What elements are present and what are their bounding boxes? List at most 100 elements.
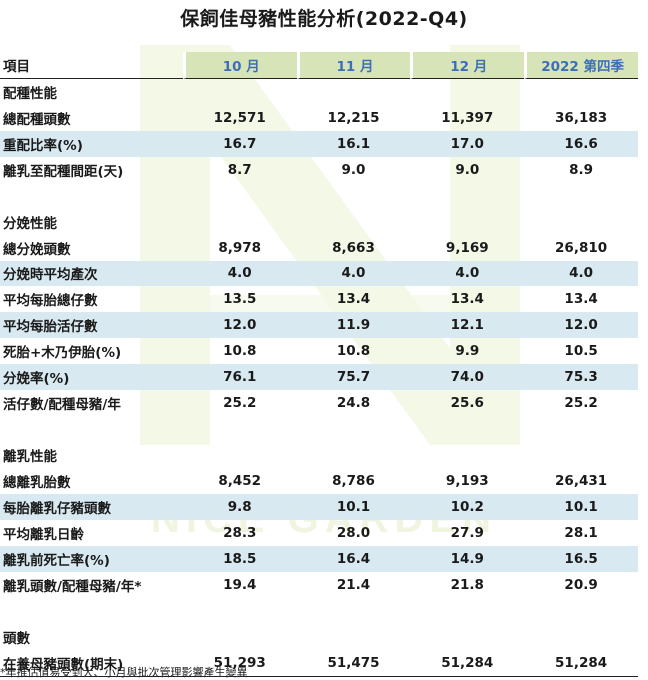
table-header-row: 項目 10 月 11 月 12 月 2022 第四季 [0,52,638,79]
cell-value: 75.7 [296,364,411,391]
cell-value: 10.5 [564,343,598,360]
cell-value: 18.5 [182,545,297,572]
table-row: 分娩率(%) 76.1 75.7 74.0 75.3 [0,364,638,391]
table-row: 平均離乳日齡 28.3 28.0 27.9 28.1 [0,520,638,546]
table-row: 死胎+木乃伊胎(%) 10.8 10.8 9.9 10.5 [0,338,638,364]
cell-value: 10.1 [296,493,411,520]
cell-value: 21.4 [336,576,371,593]
cell-value: 26,431 [555,472,608,489]
column-header-item: 項目 [0,52,183,79]
table-row: 離乳至配種間距(天) 8.7 9.0 9.0 8.9 [0,157,638,183]
table-row: 分娩時平均產次 4.0 4.0 4.0 4.0 [0,260,638,287]
cell-value: 28.1 [564,524,598,541]
row-label: 在養母豬頭數(期末) [0,650,183,677]
table-row: 離乳前死亡率(%) 18.5 16.4 14.9 16.5 [0,545,638,572]
cell-value: 11.9 [296,312,411,339]
section-header-row: 分娩性能 [0,209,638,235]
cell-value: 51,293 [182,650,297,677]
row-label: 分娩時平均產次 [0,260,183,287]
page-title: 保飼佳母豬性能分析(2022-Q4) [180,8,468,30]
cell-value: 9.9 [455,343,480,360]
cell-value: 24.8 [336,395,371,412]
row-label: 離乳前死亡率(%) [0,545,183,572]
cell-value: 51,475 [296,650,411,677]
cell-value: 8.7 [227,161,252,178]
cell-value: 26,810 [555,239,608,256]
table-row: 總分娩頭數 8,978 8,663 9,169 26,810 [0,235,638,261]
row-label: 總分娩頭數 [3,241,71,258]
cell-value: 10.8 [223,343,257,360]
table-row: 平均每胎活仔數 12.0 11.9 12.1 12.0 [0,312,638,339]
section-title: 配種性能 [3,85,57,102]
table-row: 總離乳胎數 8,452 8,786 9,193 26,431 [0,468,638,494]
cell-value: 12,215 [327,109,380,126]
table-row: 離乳頭數/配種母豬/年* 19.4 21.4 21.8 20.9 [0,572,638,598]
cell-value: 9.0 [455,161,480,178]
cell-value: 25.6 [450,395,484,412]
spacer-row [0,598,638,624]
cell-value: 25.2 [223,395,257,412]
cell-value: 14.9 [410,545,525,572]
cell-value: 13.4 [564,291,598,308]
cell-value: 10.2 [410,493,525,520]
cell-value: 12.0 [182,312,297,339]
cell-value: 19.4 [223,576,257,593]
cell-value: 12,571 [213,109,266,126]
cell-value: 8,978 [218,239,262,256]
cell-value: 12.1 [410,312,525,339]
cell-value: 28.0 [336,524,371,541]
table-row: 平均每胎總仔數 13.5 13.4 13.4 13.4 [0,286,638,312]
cell-value: 4.0 [410,260,525,287]
cell-value: 74.0 [410,364,525,391]
row-label: 死胎+木乃伊胎(%) [3,345,122,362]
column-header-oct: 10 月 [182,52,297,79]
table-row: 每胎離乳仔豬頭數 9.8 10.1 10.2 10.1 [0,493,638,520]
column-header-dec: 12 月 [410,52,525,79]
cell-value: 13.4 [450,291,484,308]
cell-value: 51,284 [524,650,638,677]
cell-value: 28.3 [223,524,257,541]
cell-value: 25.2 [564,395,598,412]
cell-value: 4.0 [524,260,638,287]
section-title: 離乳性能 [3,449,57,466]
row-label: 平均每胎活仔數 [0,312,183,339]
cell-value: 20.9 [564,576,598,593]
cell-value: 36,183 [555,109,608,126]
cell-value: 9.8 [182,493,297,520]
cell-value: 9.0 [341,161,366,178]
cell-value: 16.1 [296,130,411,157]
cell-value: 8,786 [332,472,375,489]
row-label: 平均每胎總仔數 [3,293,98,310]
table-row: 活仔數/配種母豬/年 25.2 24.8 25.6 25.2 [0,390,638,416]
section-title: 頭數 [3,630,30,647]
row-label: 平均離乳日齡 [3,526,84,543]
cell-value: 16.7 [182,130,297,157]
cell-value: 16.5 [524,545,638,572]
column-header-q4: 2022 第四季 [524,52,638,79]
cell-value: 12.0 [524,312,638,339]
cell-value: 16.4 [296,545,411,572]
section-header-row: 配種性能 [0,79,638,105]
cell-value: 4.0 [296,260,411,287]
section-header-row: 頭數 [0,624,638,650]
cell-value: 17.0 [410,130,525,157]
cell-value: 75.3 [524,364,638,391]
table-row: 在養母豬頭數(期末) 51,293 51,475 51,284 51,284 [0,650,638,677]
cell-value: 4.0 [182,260,297,287]
row-label: 每胎離乳仔豬頭數 [0,493,183,520]
section-header-row: 離乳性能 [0,442,638,468]
cell-value: 10.1 [524,493,638,520]
row-label: 活仔數/配種母豬/年 [3,397,121,414]
row-label: 分娩率(%) [0,364,183,391]
cell-value: 27.9 [450,524,484,541]
table-row: 總配種頭數 12,571 12,215 11,397 36,183 [0,105,638,131]
cell-value: 51,284 [410,650,525,677]
row-label: 總離乳胎數 [3,474,71,491]
cell-value: 76.1 [182,364,297,391]
row-label: 離乳頭數/配種母豬/年* [3,578,142,595]
cell-value: 10.8 [336,343,371,360]
section-title: 分娩性能 [3,215,57,232]
cell-value: 11,397 [441,109,494,126]
cell-value: 16.6 [524,130,638,157]
cell-value: 21.8 [450,576,484,593]
